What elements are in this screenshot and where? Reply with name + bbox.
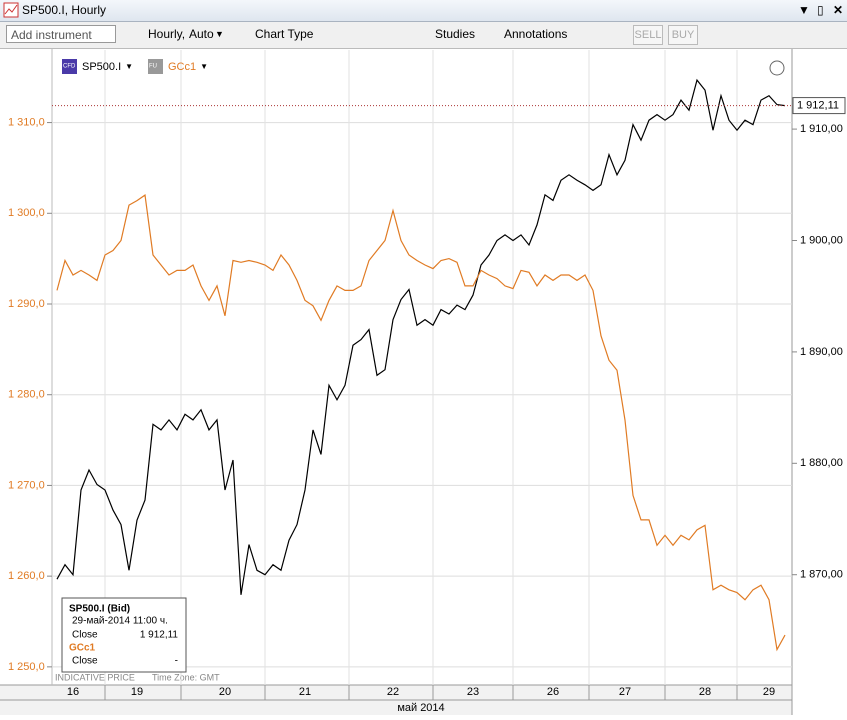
info-box [61,597,187,673]
interval[interactable]: Hourly, [148,27,186,41]
studies[interactable]: Studies [435,27,476,41]
last-price-label: 1 912,11 [797,99,839,111]
restore[interactable]: ▯ [817,3,824,17]
timezone: Time Zone: GMT [152,672,220,682]
title-bar: SP500.I, Hourly ▼ ▯ ✕ [0,0,847,22]
price-line [56,78,786,595]
y2-tick-label: 1 910,00 [800,123,843,135]
price-line [56,194,786,652]
chart-type[interactable]: Chart Type [255,27,314,41]
toolbar: Add instrument Hourly, Auto ▼ Chart Type… [0,22,847,49]
y-tick-label: 1 280,0 [8,389,45,401]
scale[interactable]: Auto [189,27,214,41]
menu-arrow[interactable]: ▼ [798,3,810,17]
info-text: 1 912,11 [140,630,179,641]
x-tick-label: 21 [299,686,311,698]
legend-icon-label: CFD [63,64,76,70]
x-tick-label: 19 [131,686,143,698]
dropdown-arrow[interactable]: ▼ [215,29,224,39]
x-tick-label: 28 [699,686,711,698]
x-axis-label: май 2014 [397,702,444,714]
info-text: Close [72,630,98,641]
x-tick-label: 26 [547,686,559,698]
close[interactable]: ✕ [833,3,844,17]
x-tick-label: 20 [219,686,231,698]
y2-tick-label: 1 890,00 [800,346,843,358]
x-tick-label: 16 [67,686,79,698]
legend-entry[interactable]: GCc1 [168,61,196,73]
legend-icon [148,59,163,74]
sell-button[interactable]: SELL [633,25,663,45]
y-tick-label: 1 270,0 [8,479,45,491]
x-tick-label: 22 [387,686,399,698]
x-tick-label: 29 [763,686,775,698]
legend-arrow: ▼ [125,62,133,71]
clock-icon[interactable] [769,60,785,76]
app-icon [3,2,19,18]
annotations[interactable]: Annotations [504,27,568,41]
y2-tick-label: 1 870,00 [800,569,843,581]
y2-tick-label: 1 880,00 [800,457,843,469]
info-text: Close [72,656,98,667]
window-title: SP500.I, Hourly [22,3,107,17]
last-price-box [792,97,846,115]
legend-icon [62,59,77,74]
x-tick-label: 23 [467,686,479,698]
legend-icon-label: FU [149,64,157,70]
indicative-price: INDICATIVE PRICE [55,672,135,682]
y-tick-label: 1 260,0 [8,570,45,582]
legend-arrow: ▼ [200,62,208,71]
buy-button[interactable]: BUY [668,25,698,45]
y-tick-label: 1 300,0 [8,207,45,219]
x-tick-label: 27 [619,686,631,698]
info-text: GCc1 [69,643,96,654]
y-tick-label: 1 290,0 [8,298,45,310]
legend-entry[interactable]: SP500.I [82,61,121,73]
info-text: - [175,656,178,667]
y-tick-label: 1 310,0 [8,116,45,128]
info-text: 29-май-2014 11:00 ч. [72,616,168,627]
add-instrument-input[interactable]: Add instrument [6,25,116,43]
y2-tick-label: 1 900,00 [800,234,843,246]
y-tick-label: 1 250,0 [8,661,45,673]
info-text: SP500.I (Bid) [69,604,130,615]
